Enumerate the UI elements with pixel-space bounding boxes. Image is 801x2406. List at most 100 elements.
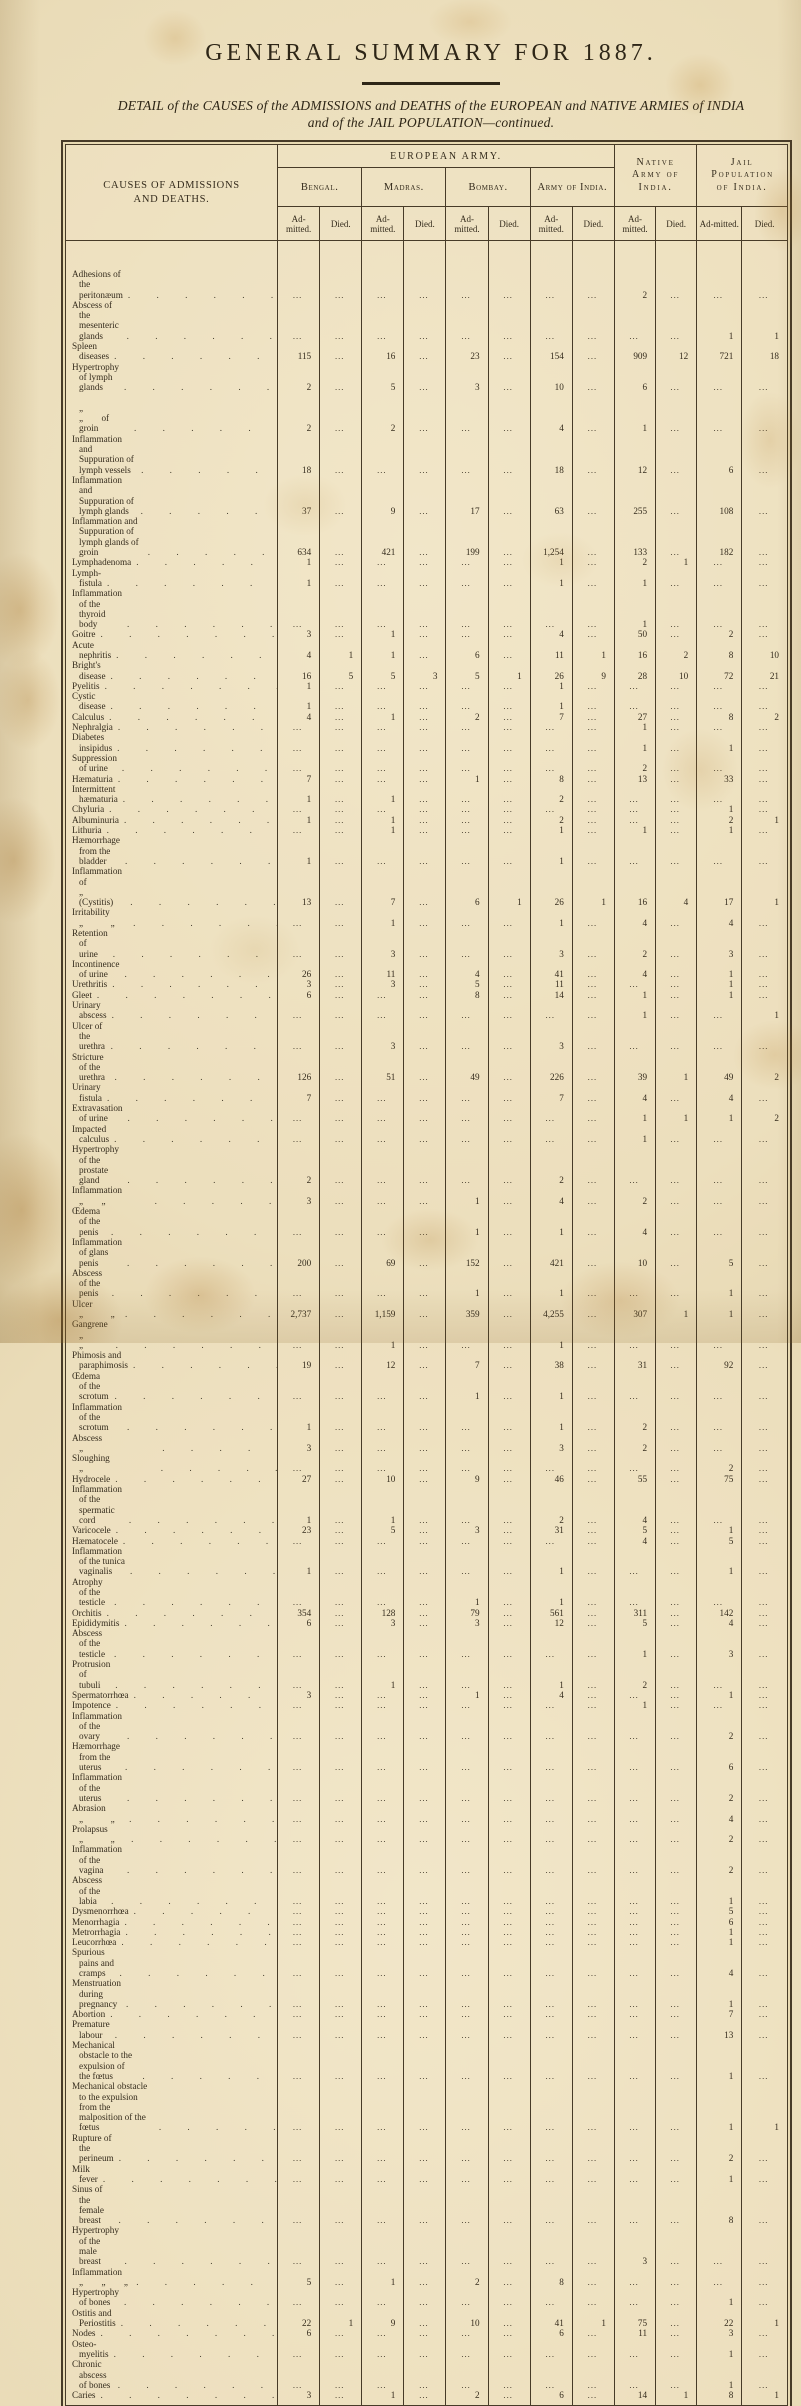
value-cell: ... [361,2081,404,2133]
value-cell: ... [403,1926,446,1938]
value-cell: ... [529,2132,573,2164]
value-cell: ... [655,1844,697,1876]
value-cell: 1 [696,989,742,1001]
value-cell: ... [571,1947,615,1979]
value-cell: ... [571,783,615,805]
value-cell: 12 [529,1617,573,1629]
value-cell: ... [571,1628,615,1660]
value-cell: 1 [741,2081,787,2133]
value-cell: ... [741,1236,787,1268]
cause-label: Pyelitis [72,680,100,691]
table-row: Abscess „ 3 ... ... ... ... ... 3 ... 2 … [66,1432,787,1454]
value-cell: 2 [277,392,320,434]
value-cell: ... [445,1926,489,1938]
dot-leaders [119,1917,277,1927]
value-cell: ... [571,711,615,723]
dot-leaders [107,1288,277,1298]
value-cell: ... [655,1772,697,1804]
value-cell: ... [487,2132,531,2164]
spacer-row [66,2400,787,2406]
value-cell: ... [741,2040,787,2082]
value-cell: 1 [696,1978,742,2010]
table-row: Caries 3 ... 1 ... 2 ... 6 ... 14 1 8 1 [66,2390,787,2401]
value-cell: 1,159 [361,1298,404,1320]
value-cell: ... [741,732,787,753]
value-cell: ... [696,1700,742,1711]
value-cell: ... [696,752,742,774]
value-cell: 3 [361,928,404,959]
value-cell: ... [571,1453,615,1474]
value-cell: ... [487,1319,531,1351]
value-cell: 2 [445,2390,489,2401]
value-cell: ... [277,928,320,959]
table-body: Adhesions of the peritonæum ... ... ... … [66,240,787,2406]
value-cell: ... [741,361,787,393]
value-cell: ... [487,928,531,959]
value-cell: ... [487,1916,531,1927]
value-cell: 1 [696,2040,742,2082]
value-cell: 2 [741,711,787,723]
value-cell: ... [319,629,362,640]
value-cell: 1 [613,732,656,753]
dot-leaders [129,1906,277,1916]
cause-cell: Chyluria [66,804,278,814]
value-cell: ... [319,2287,362,2308]
value-cell: ... [361,1710,404,1742]
value-cell: 16 [277,660,320,681]
cause-cell: Protrusion of tubuli [66,1659,278,1690]
cause-cell: Dysmenorrhœa [66,1906,278,1916]
value-cell: 3 [613,2225,656,2267]
dot-leaders [120,1309,277,1319]
caption-line-1: DETAIL of the CAUSES of the ADMISSIONS a… [117,98,745,113]
value-cell: 1 [445,1185,489,1207]
value-cell: ... [403,2307,446,2329]
value-cell: ... [319,825,362,836]
value-cell: 10 [445,2307,489,2329]
value-cell: 14 [529,989,573,1001]
value-cell: ... [277,2184,320,2226]
value-cell: 10 [741,639,787,661]
value-cell: ... [403,2390,446,2401]
value-cell: ... [403,979,446,990]
value-cell: 8 [529,2266,573,2288]
value-cell: ... [319,361,362,393]
value-cell: 4 [529,392,573,434]
dot-leaders [105,2009,277,2019]
value-cell: ... [487,433,531,475]
value-cell: ... [487,1103,531,1124]
value-cell: ... [571,1926,615,1938]
value-cell: ... [571,1844,615,1876]
value-cell: ... [696,269,742,300]
value-cell: ... [319,1617,362,1629]
value-cell: 4 [696,1947,742,1979]
value-cell: 79 [445,1607,489,1618]
value-cell: 3 [277,2390,320,2401]
value-cell: 7 [277,773,320,784]
value-cell: 1 [741,2307,787,2329]
value-cell: ... [487,2307,531,2329]
value-cell: ... [529,1916,573,1927]
value-cell: ... [403,680,446,692]
value-cell: 6 [277,2328,320,2339]
cause-cell: Sloughing „ [66,1453,278,1474]
value-cell: ... [487,1875,531,1907]
cause-label: Mechanical obstacle to the expulsion of … [72,2040,135,2081]
value-cell: ... [655,804,697,815]
value-cell: ... [487,1947,531,1979]
table-row: Phimosis and paraphimosis 19 ... 12 ... … [66,1350,787,1371]
value-cell: ... [696,1659,742,1690]
value-cell: ... [487,752,531,774]
value-cell: ... [403,1617,446,1629]
value-cell: ... [696,392,742,434]
value-cell: 1 [741,299,787,342]
value-cell: ... [361,1947,404,1979]
cause-cell: Spermatorrhœa [66,1690,278,1700]
value-cell: 16 [613,639,656,661]
dot-leaders [110,1680,277,1690]
value-cell: ... [403,691,446,712]
dot-leaders [92,990,277,1000]
value-cell: ... [403,1123,446,1145]
cause-cell: Abscess of the testicle [66,1628,278,1659]
cause-label: Menstruation during pregnancy [72,1978,124,2009]
value-cell: ... [571,1051,615,1083]
